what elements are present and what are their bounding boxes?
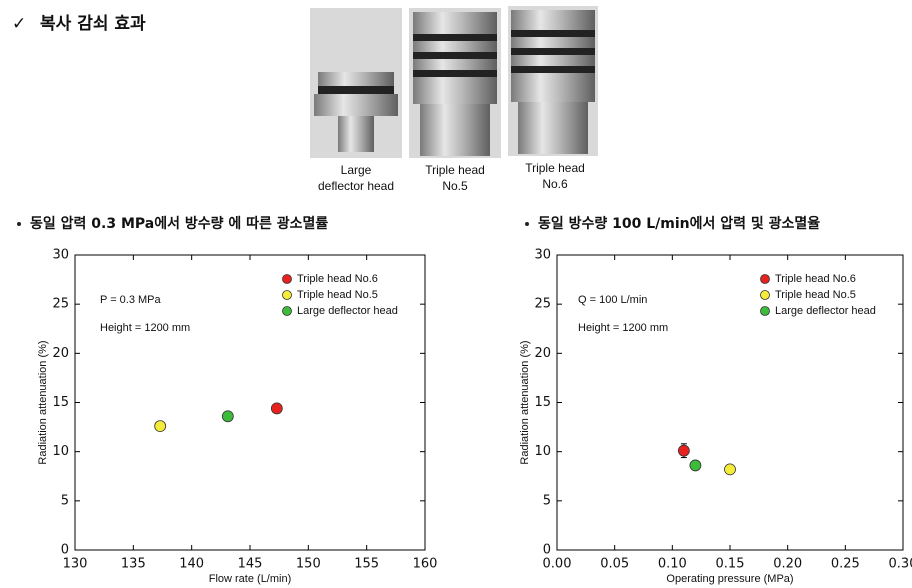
annotation: Height = 1200 mm [578, 322, 668, 334]
chart-subtitle: 동일 방수량 100 L/min에서 압력 및 광소멸율 [538, 215, 820, 232]
slide-title: 복사 감쇠 효과 [40, 14, 146, 34]
x-tick-label: 130 [63, 557, 88, 572]
y-tick-label: 20 [534, 346, 551, 361]
y-tick-label: 25 [534, 297, 551, 312]
legend-marker [282, 274, 292, 284]
bullet [17, 222, 21, 226]
legend-label: Triple head No.6 [297, 273, 378, 285]
x-tick-label: 135 [121, 557, 146, 572]
point [221, 410, 234, 423]
x-tick-label: 150 [296, 557, 321, 572]
x-tick-label: 140 [179, 557, 204, 572]
point [689, 459, 702, 472]
x-tick-label: 0.25 [831, 557, 860, 572]
y-tick-label: 0 [61, 543, 69, 558]
legend-marker [282, 306, 292, 316]
photo-caption: No.6 [542, 177, 568, 191]
photo-caption: No.5 [442, 179, 468, 193]
legend-label: Large deflector head [297, 305, 398, 317]
x-tick-label: 0.20 [773, 557, 802, 572]
y-axis-label: Radiation attenuation (%) [519, 340, 531, 464]
annotation: P = 0.3 MPa [100, 294, 162, 306]
legend-label: Large deflector head [775, 305, 876, 317]
x-tick-label: 145 [238, 557, 263, 572]
x-axis-label: Flow rate (L/min) [209, 573, 292, 585]
legend-label: Triple head No.5 [775, 289, 856, 301]
y-tick-label: 0 [543, 543, 551, 558]
y-axis-label: Radiation attenuation (%) [37, 340, 49, 464]
y-tick-label: 30 [534, 248, 551, 263]
legend-marker [760, 290, 770, 300]
point [677, 444, 690, 457]
annotation: Q = 100 L/min [578, 294, 647, 306]
y-tick-label: 5 [543, 493, 551, 508]
legend-marker [760, 274, 770, 284]
chart-subtitle: 동일 압력 0.3 MPa에서 방수량 에 따른 광소멸률 [30, 215, 328, 232]
y-tick-label: 15 [52, 395, 69, 410]
y-tick-label: 20 [52, 346, 69, 361]
photo-caption: Triple head [525, 161, 585, 175]
check-mark: ✓ [12, 14, 26, 34]
x-tick-label: 155 [354, 557, 379, 572]
x-tick-label: 0.00 [543, 557, 572, 572]
x-tick-label: 0.15 [716, 557, 745, 572]
y-tick-label: 5 [61, 493, 69, 508]
bullet [525, 222, 529, 226]
x-tick-label: 0.30 [889, 557, 912, 572]
photo [409, 8, 501, 158]
x-tick-label: 0.05 [600, 557, 629, 572]
y-tick-label: 10 [52, 444, 69, 459]
x-axis-label: Operating pressure (MPa) [666, 573, 793, 585]
point [154, 420, 167, 433]
x-tick-label: 160 [413, 557, 438, 572]
photo-caption: deflector head [318, 179, 394, 193]
y-tick-label: 30 [52, 248, 69, 263]
legend-label: Triple head No.5 [297, 289, 378, 301]
y-tick-label: 25 [52, 297, 69, 312]
legend-label: Triple head No.6 [775, 273, 856, 285]
point [270, 402, 283, 415]
point [724, 463, 736, 476]
y-tick-label: 10 [534, 444, 551, 459]
photo-caption: Triple head [425, 163, 485, 177]
photo [508, 6, 598, 156]
annotation: Height = 1200 mm [100, 322, 190, 334]
photo [310, 8, 402, 158]
y-tick-label: 15 [534, 395, 551, 410]
legend-marker [760, 306, 770, 316]
legend-marker [282, 290, 292, 300]
photo-caption: Large [341, 163, 372, 177]
x-tick-label: 0.10 [658, 557, 687, 572]
